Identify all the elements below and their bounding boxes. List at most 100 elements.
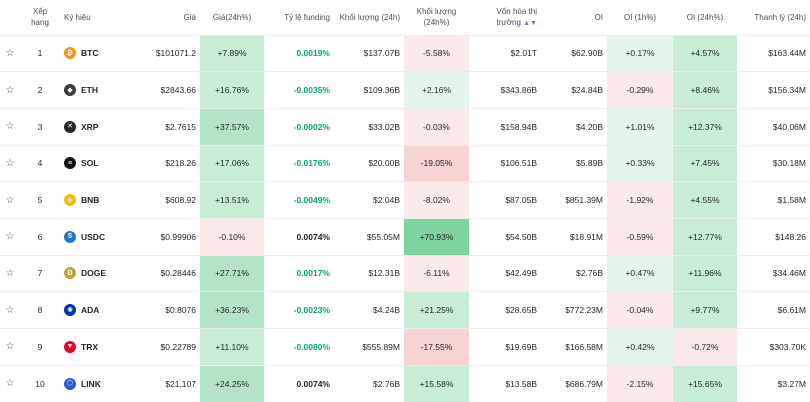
table-row[interactable]: ☆ 8 ✺ ADA $0.8076 +36.23% -0.0023% $4.24B +21.25… <box>0 291 810 329</box>
symbol-label: USDC <box>81 231 106 242</box>
volume-change-header[interactable]: Khối lượng (24h%) <box>416 7 457 28</box>
rank-cell: 6 <box>20 217 60 256</box>
symbol-cell[interactable]: ₿ BTC <box>60 34 150 72</box>
eth-icon: ◆ <box>64 84 76 97</box>
liquidation-cell: $6.61M <box>737 291 810 329</box>
symbol-label: BTC <box>81 48 99 59</box>
volume-change-cell: -17.55% <box>404 328 469 366</box>
liquidation-cell: $34.46M <box>737 254 810 292</box>
symbol-cell[interactable]: ≡ SOL <box>60 144 150 182</box>
symbol-label: XRP <box>81 121 99 132</box>
trx-icon: ▼ <box>64 340 76 353</box>
favorite-star-icon[interactable]: ☆ <box>0 181 20 219</box>
table-row[interactable]: ☆ 1 ₿ BTC $101071.2 +7.89% 0.0019% $137.07B -5.5… <box>0 34 810 72</box>
volume-header[interactable]: Khối lượng (24h) <box>339 12 400 22</box>
market-cap-cell: $13.58B <box>469 364 541 402</box>
volume-change-cell: -6.11% <box>404 254 469 292</box>
price-change-cell: +17.06% <box>200 144 264 182</box>
oi-24h-cell: +4.57% <box>673 34 737 72</box>
price-change-cell: +13.51% <box>200 181 264 219</box>
favorite-star-icon[interactable]: ☆ <box>0 254 20 292</box>
oi-1h-cell: +0.17% <box>607 34 673 72</box>
volume-cell: $33.02B <box>334 107 404 146</box>
volume-cell: $555.89M <box>334 328 404 366</box>
rank-cell: 2 <box>20 71 60 109</box>
volume-cell: $20.00B <box>334 144 404 182</box>
market-cap-cell: $2.01T <box>469 34 541 72</box>
price-cell: $21.107 <box>150 364 200 402</box>
funding-cell: -0.0035% <box>264 71 334 109</box>
market-cap-header[interactable]: Vốn hóa thị trường ▲▼ <box>469 0 541 35</box>
volume-change-cell: +70.93% <box>404 217 469 256</box>
symbol-cell[interactable]: ✺ ADA <box>60 291 150 329</box>
liquidation-cell: $40.06M <box>737 107 810 146</box>
symbol-cell[interactable]: $ USDC <box>60 217 150 256</box>
price-cell: $2.7615 <box>150 107 200 146</box>
doge-icon: Ð <box>64 267 76 280</box>
liquidation-cell: $156.34M <box>737 71 810 109</box>
rank-cell: 7 <box>20 254 60 292</box>
volume-change-cell: -0.03% <box>404 107 469 146</box>
price-cell: $101071.2 <box>150 34 200 72</box>
volume-change-cell: +15.58% <box>404 364 469 402</box>
price-change-header[interactable]: Giá(24h%) <box>212 12 252 22</box>
symbol-cell[interactable]: Ð DOGE <box>60 254 150 292</box>
table-row[interactable]: ☆ 7 Ð DOGE $0.28446 +27.71% 0.0017% $12.31B -6.1… <box>0 254 810 292</box>
table-row[interactable]: ☆ 3 ✕ XRP $2.7615 +37.57% -0.0002% $33.02B -0.03… <box>0 107 810 146</box>
favorite-star-icon[interactable]: ☆ <box>0 364 20 402</box>
symbol-cell[interactable]: ✕ XRP <box>60 107 150 146</box>
volume-change-cell: +2.16% <box>404 71 469 109</box>
funding-cell: -0.0080% <box>264 328 334 366</box>
market-cap-cell: $343.86B <box>469 71 541 109</box>
sort-icon[interactable]: ▲▼ <box>523 19 537 27</box>
symbol-header[interactable]: Ký hiệu <box>64 12 91 22</box>
market-cap-header-label: Vốn hóa thị trường <box>496 6 537 27</box>
liquidation-cell: $1.58M <box>737 181 810 219</box>
funding-cell: -0.0049% <box>264 181 334 219</box>
price-change-cell: +11.10% <box>200 328 264 366</box>
price-cell: $0.22789 <box>150 328 200 366</box>
oi-1h-cell: +0.47% <box>607 254 673 292</box>
symbol-cell[interactable]: ◈ BNB <box>60 181 150 219</box>
funding-header[interactable]: Tỷ lệ funding <box>284 12 330 22</box>
symbol-label: BNB <box>81 195 100 206</box>
volume-cell: $12.31B <box>334 254 404 292</box>
rank-header[interactable]: Xếp hạng <box>31 7 49 28</box>
price-change-cell: +37.57% <box>200 107 264 146</box>
favorite-star-icon[interactable]: ☆ <box>0 217 20 256</box>
symbol-cell[interactable]: ◆ ETH <box>60 71 150 109</box>
rank-cell: 5 <box>20 181 60 219</box>
oi-1h-header[interactable]: OI (1h%) <box>623 12 656 22</box>
favorite-star-icon[interactable]: ☆ <box>0 144 20 182</box>
oi-header[interactable]: OI <box>594 12 603 22</box>
oi-cell: $851.39M <box>541 181 607 219</box>
liquidation-cell: $3.27M <box>737 364 810 402</box>
table-row[interactable]: ☆ 2 ◆ ETH $2843.66 +16.76% -0.0035% $109.36B +2.… <box>0 71 810 109</box>
table-row[interactable]: ☆ 6 $ USDC $0.99906 -0.10% 0.0074% $55.05M +70.9… <box>0 217 810 256</box>
liquidation-header[interactable]: Thanh lý (24h) <box>754 12 806 22</box>
funding-cell: -0.0176% <box>264 144 334 182</box>
favorite-star-icon[interactable]: ☆ <box>0 291 20 329</box>
price-header[interactable]: Giá <box>183 12 196 22</box>
symbol-cell[interactable]: ⬡ LINK <box>60 364 150 402</box>
rank-cell: 1 <box>20 34 60 72</box>
price-cell: $218.26 <box>150 144 200 182</box>
oi-24h-cell: +12.37% <box>673 107 737 146</box>
table-row[interactable]: ☆ 10 ⬡ LINK $21.107 +24.25% 0.0074% $2.76B +15.5… <box>0 364 810 402</box>
favorite-star-icon[interactable]: ☆ <box>0 107 20 146</box>
oi-24h-cell: +8.46% <box>673 71 737 109</box>
favorite-star-icon[interactable]: ☆ <box>0 34 20 72</box>
symbol-cell[interactable]: ▼ TRX <box>60 328 150 366</box>
favorite-star-icon[interactable]: ☆ <box>0 71 20 109</box>
oi-24h-header[interactable]: OI (24h%) <box>686 12 724 22</box>
funding-cell: 0.0017% <box>264 254 334 292</box>
table-row[interactable]: ☆ 5 ◈ BNB $608.92 +13.51% -0.0049% $2.04B -8.02%… <box>0 181 810 219</box>
table-row[interactable]: ☆ 4 ≡ SOL $218.26 +17.06% -0.0176% $20.00B -19.0… <box>0 144 810 182</box>
volume-cell: $2.76B <box>334 364 404 402</box>
table-row[interactable]: ☆ 9 ▼ TRX $0.22789 +11.10% -0.0080% $555.89M -17… <box>0 328 810 366</box>
favorite-star-icon[interactable]: ☆ <box>0 328 20 366</box>
oi-24h-cell: +11.96% <box>673 254 737 292</box>
volume-cell: $137.07B <box>334 34 404 72</box>
volume-change-cell: -8.02% <box>404 181 469 219</box>
